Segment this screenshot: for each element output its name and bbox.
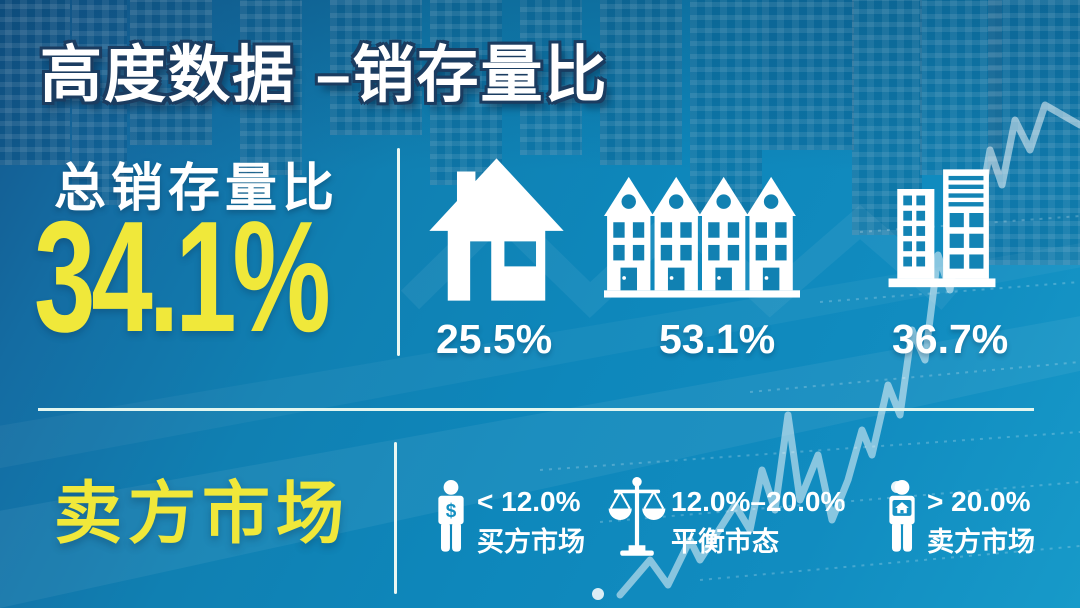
seller-market-label: 卖方市场 [927, 527, 1035, 557]
city-tower [520, 0, 582, 155]
seller-market-range: > 20.0% [927, 486, 1031, 517]
page-title: 高度数据 –销存量比 [40, 24, 609, 114]
balanced-market-range: 12.0%–20.0% [671, 486, 846, 517]
city-tower [130, 0, 212, 145]
buyer-market-range: < 12.0% [477, 486, 581, 517]
balance-scale-icon [608, 477, 666, 556]
city-tower [240, 0, 302, 175]
house-icon [429, 158, 564, 301]
seller-person-house-icon [889, 480, 915, 552]
svg-text:$: $ [446, 501, 457, 522]
brand-name: 高度数据 [40, 41, 297, 110]
total-ratio-label: 总销存量比 [54, 160, 340, 218]
condo-building-icon [888, 169, 996, 288]
horizontal-divider [38, 408, 1034, 411]
balanced-market-label: 平衡市态 [671, 527, 779, 557]
buyer-person-dollar-icon: $ [438, 480, 464, 552]
vertical-divider-bottom [394, 442, 397, 594]
page-subtitle: –销存量比 [316, 41, 609, 110]
condo-ratio-value: 36.7% [892, 316, 1009, 362]
city-tower [0, 0, 70, 165]
city-tower [430, 0, 502, 185]
total-ratio-value: 34.1% [34, 189, 331, 365]
buyer-market-label: 买方市场 [477, 527, 585, 557]
townhouse-ratio-value: 53.1% [659, 316, 776, 362]
vertical-divider-top [397, 148, 400, 356]
house-ratio-value: 25.5% [436, 316, 553, 362]
city-tower [330, 0, 422, 135]
townhouse-icon [604, 176, 800, 298]
market-status-value: 卖方市场 [54, 476, 351, 552]
city-tower [72, 0, 127, 205]
